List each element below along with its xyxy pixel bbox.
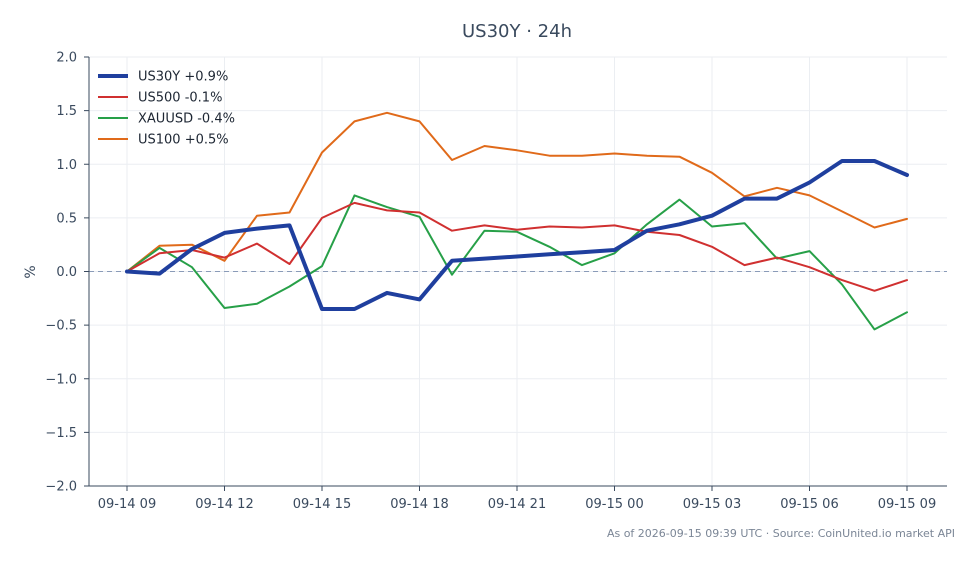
x-tick-label: 09-14 18 — [390, 497, 448, 512]
series-line-3 — [126, 111, 908, 273]
y-tick-label: 0.5 — [56, 211, 77, 226]
y-tick-label: 1.0 — [56, 158, 77, 173]
x-tick-label: 09-14 09 — [98, 497, 156, 512]
legend-entry-label: US100 +0.5% — [138, 133, 229, 148]
legend-entry-label: US30Y +0.9% — [138, 70, 228, 85]
y-tick-label: 2.0 — [56, 51, 77, 66]
y-tick-label: −1.5 — [45, 426, 77, 441]
x-tick-label: 09-15 03 — [683, 497, 741, 512]
y-tick-label: −2.0 — [45, 480, 77, 495]
legend-entry-label: US500 -0.1% — [138, 91, 222, 106]
x-tick-label: 09-14 21 — [488, 497, 546, 512]
legend-entry-label: XAUUSD -0.4% — [138, 112, 235, 127]
x-tick-label: 09-15 09 — [878, 497, 936, 512]
chart-title: US30Y · 24h — [462, 21, 572, 42]
legend: US30Y +0.9% US500 -0.1% XAUUSD -0.4% US100 … — [98, 70, 235, 148]
x-tick-label: 09-14 12 — [195, 497, 253, 512]
y-tick-label: −0.5 — [45, 319, 77, 334]
series-line-0 — [125, 159, 909, 311]
series-lines — [125, 111, 909, 331]
footer-source-note: As of 2026-09-15 09:39 UTC · Source: Coi… — [607, 527, 955, 540]
series-line-1 — [126, 201, 908, 292]
y-axis-ticks: 2.0 1.5 1.0 0.5 0.0 −0.5 −1.0 −1.5 −2.0 — [45, 51, 89, 495]
y-tick-label: 1.5 — [56, 104, 77, 119]
y-tick-label: −1.0 — [45, 372, 77, 387]
y-tick-label: 0.0 — [56, 265, 77, 280]
x-tick-label: 09-14 15 — [293, 497, 351, 512]
x-tick-label: 09-15 00 — [585, 497, 643, 512]
x-tick-label: 09-15 06 — [780, 497, 838, 512]
x-axis-ticks: 09-14 09 09-14 12 09-14 15 09-14 18 09-14 21… — [98, 486, 936, 512]
y-axis-label: % — [23, 265, 39, 278]
